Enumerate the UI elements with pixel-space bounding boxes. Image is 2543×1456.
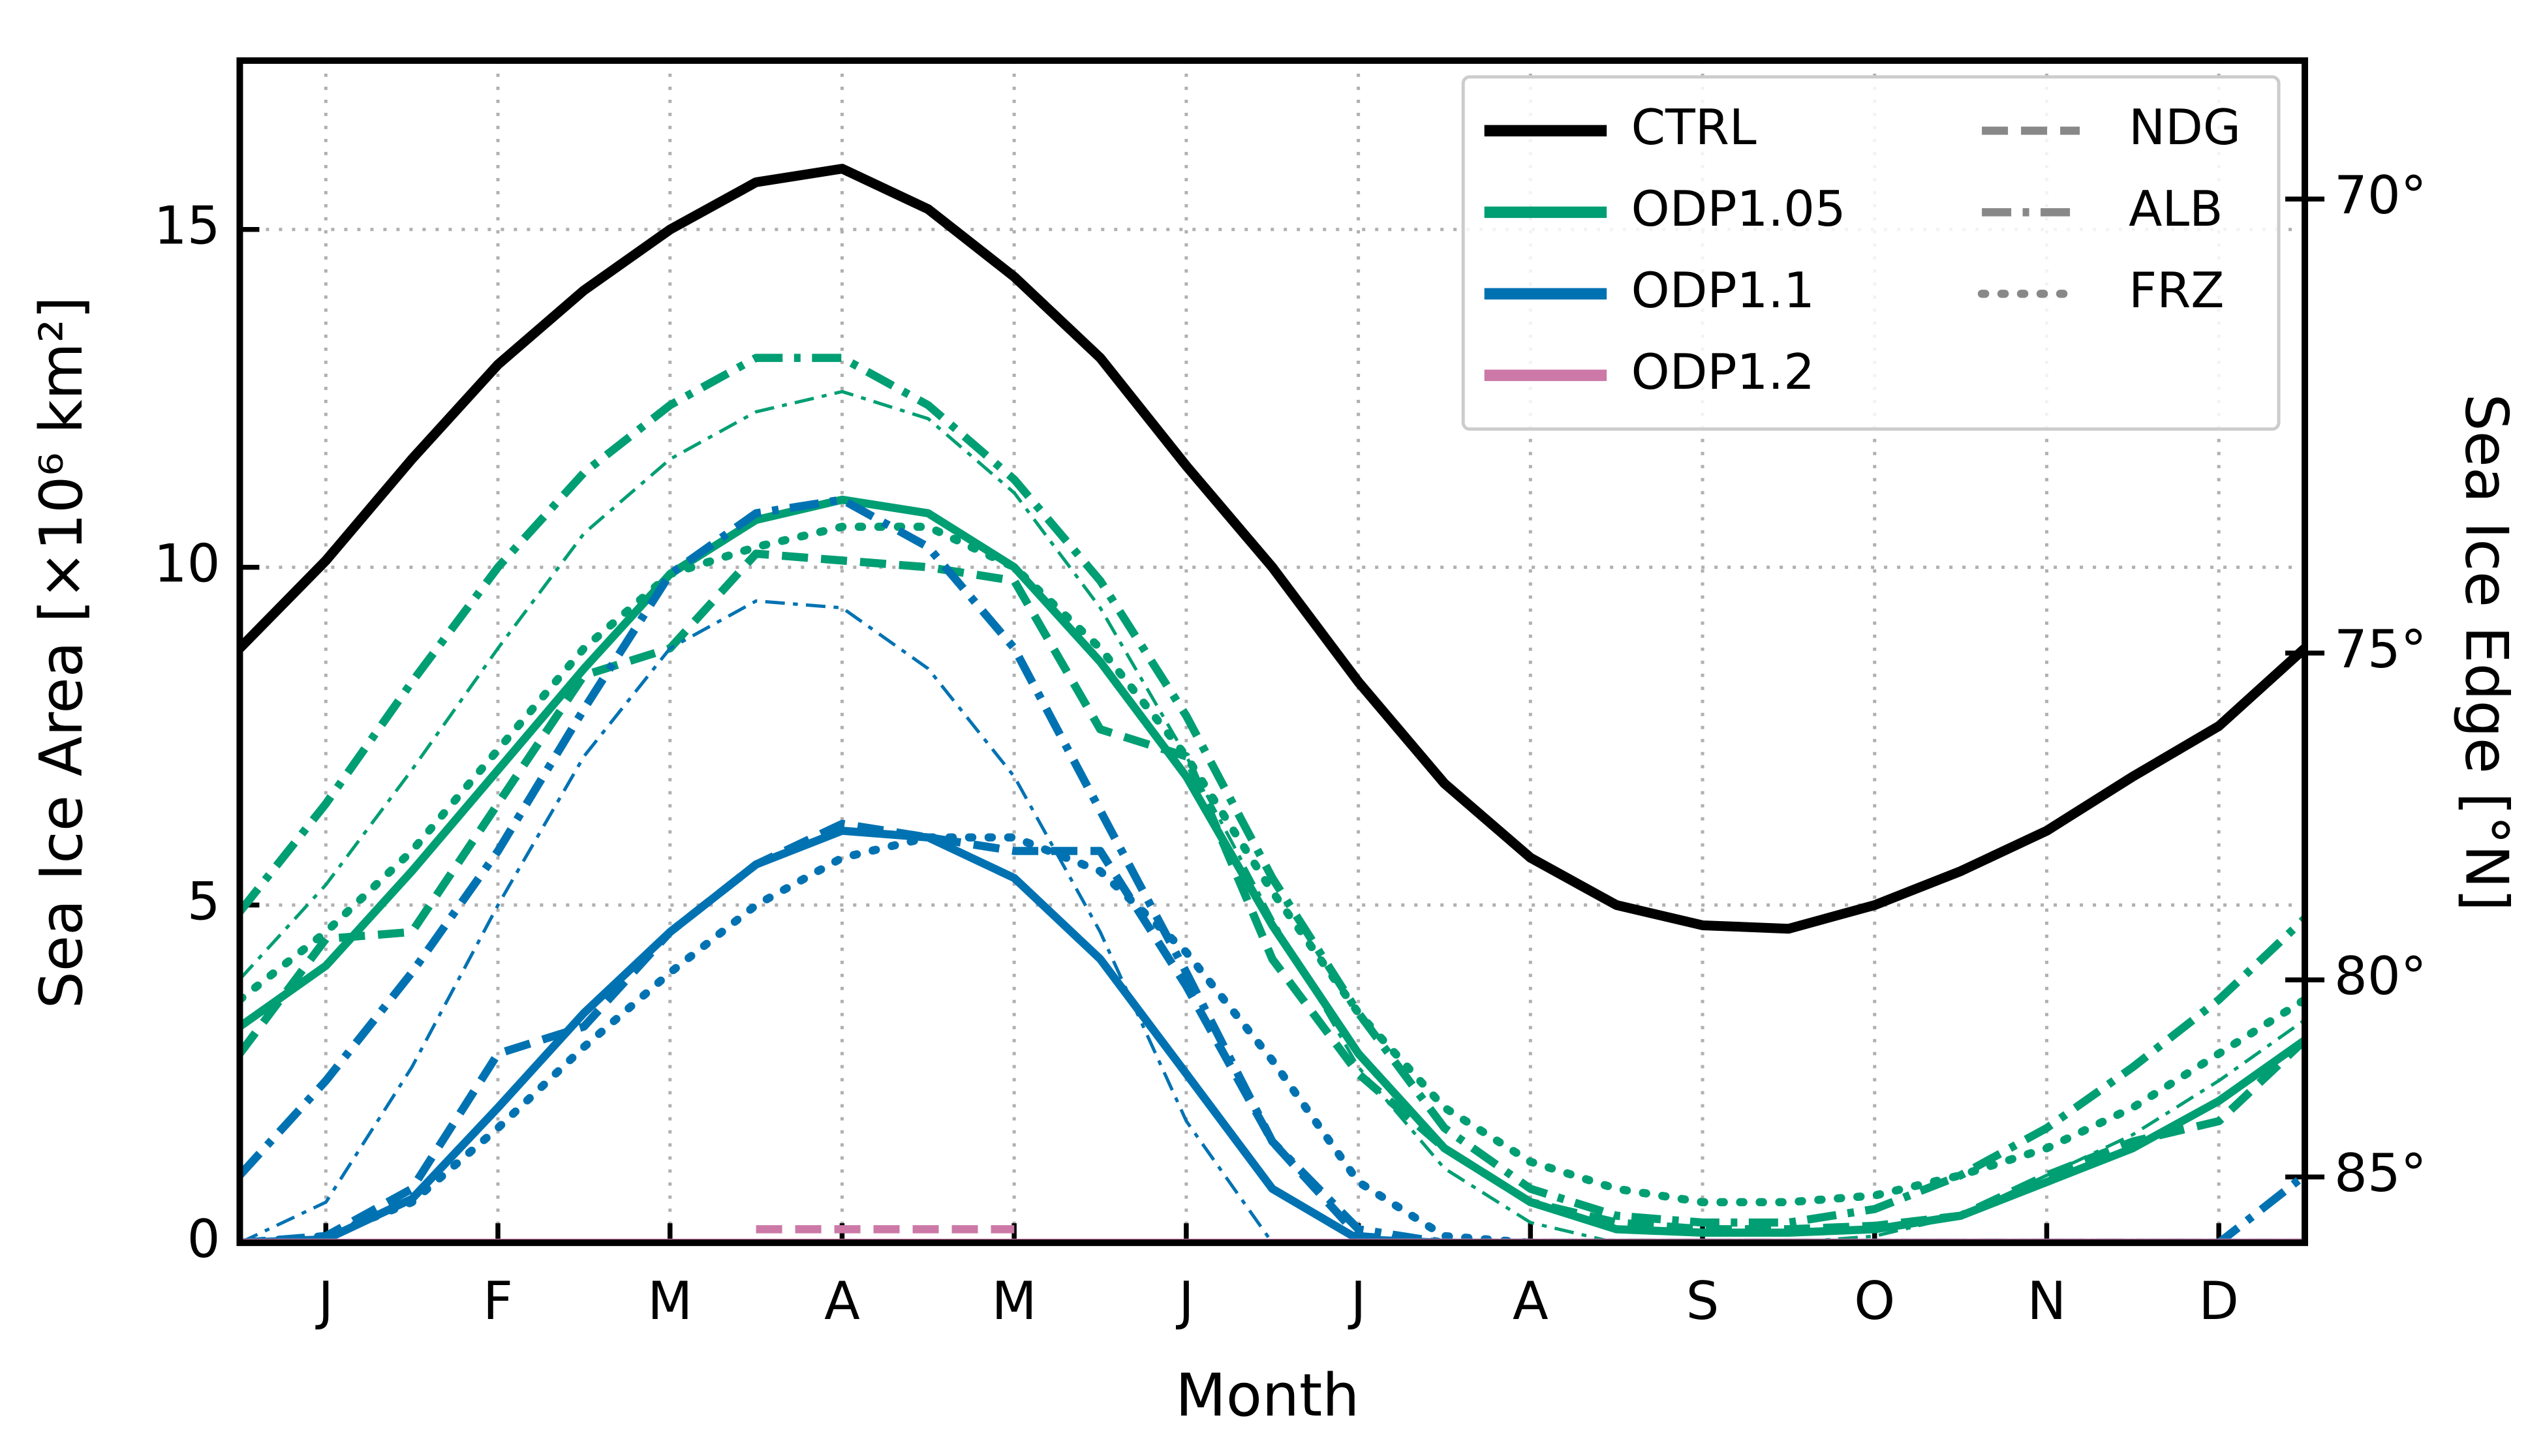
x-tick-label: N	[2027, 1271, 2067, 1331]
legend-label: ODP1.2	[1631, 343, 1815, 401]
series-line	[239, 819, 2305, 1243]
x-tick-label: A	[824, 1271, 860, 1331]
legend-box	[1461, 75, 2281, 431]
series-line	[239, 523, 2305, 1207]
x-tick-label: F	[483, 1271, 513, 1331]
series-line	[239, 354, 2305, 1227]
x-tick-label: M	[992, 1271, 1037, 1331]
legend-label: NDG	[2129, 99, 2241, 156]
x-tick-label: J	[1175, 1271, 1194, 1331]
series-line	[239, 389, 2305, 1243]
series-line	[239, 495, 2305, 1237]
y2-axis-label: Sea Ice Edge [°N]	[2452, 393, 2521, 911]
y-tick-label: 15	[154, 196, 221, 256]
plot-frame	[236, 57, 2309, 1247]
y2-tick-label: 80°	[2334, 946, 2427, 1007]
x-tick-label: J	[315, 1271, 334, 1331]
x-tick-label: D	[2198, 1271, 2239, 1331]
series-line	[239, 833, 2305, 1243]
series-line	[239, 495, 2305, 1243]
legend-label: ODP1.05	[1631, 180, 1846, 237]
legend-label: FRZ	[2129, 262, 2225, 319]
series-line	[239, 549, 2305, 1234]
x-tick-label: O	[1854, 1271, 1895, 1331]
legend-label: ODP1.1	[1631, 262, 1815, 319]
plot-area	[239, 164, 2305, 1243]
legend: CTRL ODP1.05 ODP1.1 ODP1.2 NDG ALB FRZ	[1461, 75, 2281, 431]
y2-tick-label: 75°	[2334, 619, 2427, 680]
series-line	[239, 164, 2305, 934]
x-tick-label: A	[1513, 1271, 1549, 1331]
x-tick-label: M	[647, 1271, 692, 1331]
legend-label: ALB	[2129, 180, 2223, 237]
y-tick-label: 5	[187, 871, 221, 932]
y-tick-label: 10	[154, 534, 221, 594]
x-axis-label: Month	[1175, 1361, 1359, 1430]
y-axis-label: Sea Ice Area [×10⁶ km²]	[27, 296, 96, 1009]
legend-label: CTRL	[1631, 99, 1757, 156]
x-tick-label: J	[1348, 1271, 1366, 1331]
x-tick-label: S	[1686, 1271, 1719, 1331]
y-tick-label: 0	[187, 1209, 221, 1269]
y2-tick-label: 85°	[2334, 1143, 2427, 1204]
y2-tick-label: 70°	[2334, 165, 2427, 226]
series-line	[239, 827, 2305, 1243]
